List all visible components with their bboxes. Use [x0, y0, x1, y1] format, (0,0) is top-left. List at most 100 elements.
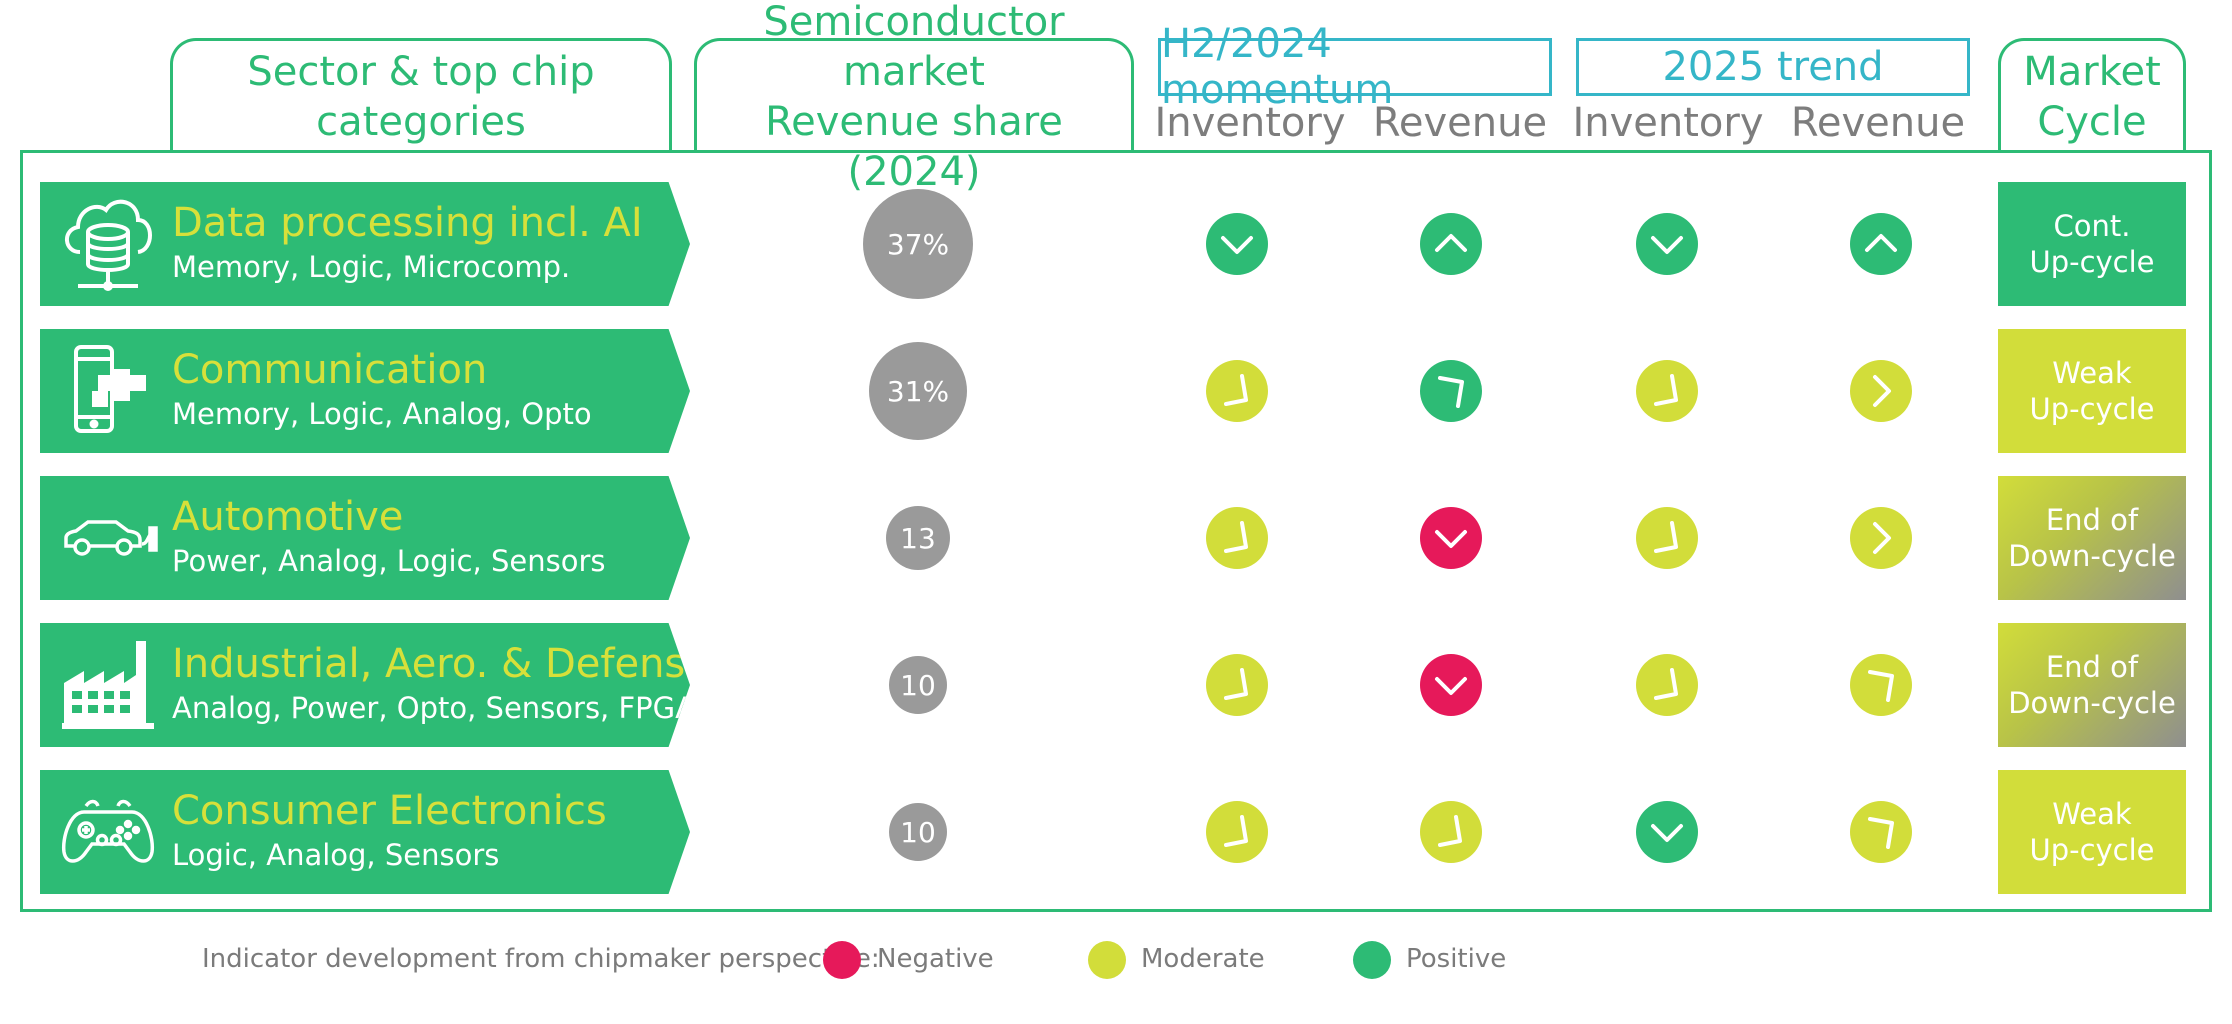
revenue-share-bubble: 37% — [863, 189, 973, 299]
cycle-header-line1: Market — [2023, 48, 2161, 95]
trend-2025-header: 2025 trend — [1576, 38, 1970, 96]
arrow-down-icon — [1435, 530, 1467, 548]
sector-title: Consumer Electronics — [172, 788, 607, 834]
market-cycle-badge: End of Down-cycle — [1998, 623, 2186, 747]
h2-inventory-indicator — [1206, 801, 1268, 863]
revenue-share-bubble: 13 — [886, 506, 950, 570]
t25-revenue-indicator — [1850, 507, 1912, 569]
t25-inventory-indicator — [1636, 654, 1698, 716]
sector-title: Automotive — [172, 494, 404, 540]
revenue-share-bubble: 10 — [889, 656, 947, 714]
arrow-up-icon — [1865, 234, 1897, 252]
market-cycle-line2: Up-cycle — [2029, 245, 2155, 279]
t25-revenue-subheader: Revenue — [1790, 100, 1966, 146]
arrow-up-icon — [1435, 234, 1467, 252]
t25-inventory-indicator — [1636, 360, 1698, 422]
arrow-down-right-icon — [1654, 521, 1678, 553]
legend-negative-dot — [823, 941, 861, 979]
h2-revenue-indicator — [1420, 507, 1482, 569]
share-header-line1: Semiconductor market — [763, 0, 1065, 95]
legend-moderate-label: Moderate — [1141, 944, 1265, 974]
h2-inventory-indicator — [1206, 360, 1268, 422]
market-cycle-line1: Weak — [2052, 356, 2132, 390]
revenue-share-bubble: 10 — [889, 803, 947, 861]
h2-revenue-subheader: Revenue — [1372, 100, 1548, 146]
electric-car-icon — [58, 484, 158, 588]
arrow-down-right-icon — [1224, 521, 1248, 553]
share-column-header: Semiconductor market Revenue share (2024… — [694, 0, 1134, 195]
market-cycle-badge: End of Down-cycle — [1998, 476, 2186, 600]
h2-2024-momentum-header: H2/2024 momentum — [1158, 21, 1552, 113]
t25-revenue-indicator — [1850, 801, 1912, 863]
market-cycle-line1: End of — [2045, 503, 2139, 537]
factory-icon — [58, 631, 158, 735]
sector-chip-categories: Analog, Power, Opto, Sensors, FPGA — [172, 691, 695, 725]
sector-ribbon: Automotive Power, Analog, Logic, Sensors — [40, 476, 690, 600]
t25-inventory-indicator — [1636, 213, 1698, 275]
arrow-up-right-icon — [1868, 817, 1894, 849]
sector-chip-categories: Memory, Logic, Analog, Opto — [172, 397, 592, 431]
arrow-up-right-icon — [1868, 670, 1894, 702]
h2-inventory-indicator — [1206, 654, 1268, 716]
cloud-database-icon — [58, 190, 158, 294]
arrow-up-right-icon — [1438, 376, 1464, 408]
market-cycle-line2: Up-cycle — [2029, 392, 2155, 426]
h2-revenue-indicator — [1420, 801, 1482, 863]
sector-header-line1: Sector & top chip — [247, 48, 595, 95]
market-cycle-line1: End of — [2045, 650, 2139, 684]
legend-positive-label: Positive — [1406, 944, 1507, 974]
arrow-down-right-icon — [1654, 668, 1678, 700]
h2-revenue-indicator — [1420, 654, 1482, 716]
market-cycle-badge: Weak Up-cycle — [1998, 329, 2186, 453]
matrix-frame — [20, 150, 2212, 912]
sector-title: Communication — [172, 347, 488, 393]
arrow-down-icon — [1435, 677, 1467, 695]
h2-inventory-indicator — [1206, 213, 1268, 275]
cycle-column-header: Market Cycle — [1998, 38, 2186, 152]
sector-title: Industrial, Aero. & Defense — [172, 641, 710, 687]
h2-inventory-indicator — [1206, 507, 1268, 569]
sector-title: Data processing incl. AI — [172, 200, 643, 246]
smartphone-network-icon — [58, 337, 158, 441]
t25-inventory-indicator — [1636, 801, 1698, 863]
legend-negative-label: Negative — [877, 944, 994, 974]
sector-column-header: Sector & top chip categories — [170, 38, 672, 152]
arrow-down-right-icon — [1438, 815, 1462, 847]
sector-chip-categories: Logic, Analog, Sensors — [172, 838, 500, 872]
arrow-right-icon — [1873, 522, 1891, 554]
arrow-down-right-icon — [1654, 374, 1678, 406]
h2-revenue-indicator — [1420, 360, 1482, 422]
sector-ribbon: Data processing incl. AI Memory, Logic, M… — [40, 182, 690, 306]
market-cycle-badge: Cont. Up-cycle — [1998, 182, 2186, 306]
market-cycle-line1: Weak — [2052, 797, 2132, 831]
sector-ribbon: Industrial, Aero. & Defense Analog, Power… — [40, 623, 690, 747]
arrow-down-icon — [1651, 236, 1683, 254]
sector-ribbon: Consumer Electronics Logic, Analog, Senso… — [40, 770, 690, 894]
arrow-down-right-icon — [1224, 815, 1248, 847]
legend-positive-dot — [1353, 941, 1391, 979]
sector-ribbon: Communication Memory, Logic, Analog, Opto — [40, 329, 690, 453]
arrow-down-icon — [1651, 824, 1683, 842]
arrow-right-icon — [1873, 375, 1891, 407]
market-cycle-line1: Cont. — [2053, 209, 2131, 243]
gamepad-icon — [58, 778, 158, 882]
sector-chip-categories: Memory, Logic, Microcomp. — [172, 250, 571, 284]
arrow-down-icon — [1221, 236, 1253, 254]
legend-moderate-dot — [1088, 941, 1126, 979]
t25-inventory-indicator — [1636, 507, 1698, 569]
arrow-down-right-icon — [1224, 374, 1248, 406]
t25-revenue-indicator — [1850, 360, 1912, 422]
revenue-share-bubble: 31% — [869, 342, 967, 440]
h2-inventory-subheader: Inventory — [1154, 100, 1346, 146]
h2-revenue-indicator — [1420, 213, 1482, 275]
sector-chip-categories: Power, Analog, Logic, Sensors — [172, 544, 606, 578]
market-cycle-line2: Down-cycle — [2008, 686, 2176, 720]
market-cycle-line2: Up-cycle — [2029, 833, 2155, 867]
cycle-header-line2: Cycle — [2037, 98, 2147, 145]
market-cycle-badge: Weak Up-cycle — [1998, 770, 2186, 894]
market-cycle-line2: Down-cycle — [2008, 539, 2176, 573]
legend-label: Indicator development from chipmaker per… — [202, 944, 880, 974]
t25-revenue-indicator — [1850, 213, 1912, 275]
sector-header-line2: categories — [316, 98, 526, 145]
t25-revenue-indicator — [1850, 654, 1912, 716]
